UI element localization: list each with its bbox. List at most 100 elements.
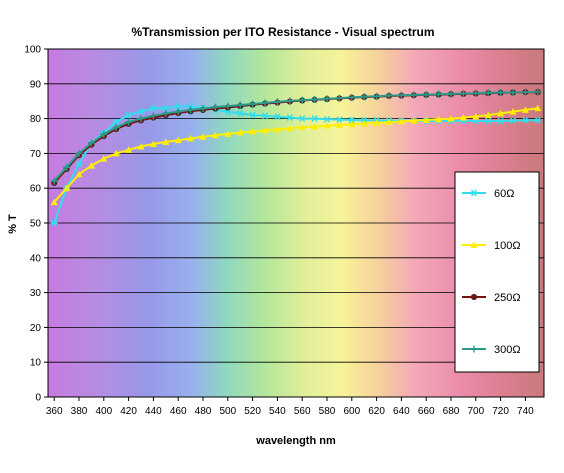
- data-point: [63, 163, 71, 171]
- x-tick-label: 360: [46, 406, 63, 417]
- y-tick-label: 60: [30, 184, 42, 195]
- data-point: [472, 113, 480, 120]
- data-point: [149, 140, 157, 148]
- data-point: [410, 91, 418, 99]
- data-point: [125, 146, 133, 153]
- legend-label: 300Ω: [494, 344, 521, 356]
- data-point: [470, 293, 478, 301]
- data-point: [236, 109, 244, 117]
- x-tick-label: 660: [418, 406, 435, 417]
- series-line: [53, 107, 538, 203]
- data-point: [360, 119, 368, 127]
- data-point: [459, 114, 467, 121]
- data-point: [273, 98, 281, 106]
- data-point: [497, 89, 505, 96]
- chart-title: %Transmission per ITO Resistance - Visua…: [131, 25, 434, 39]
- data-point: [360, 93, 368, 101]
- data-point: [137, 142, 145, 150]
- x-tick-label: 380: [71, 406, 88, 417]
- data-point: [50, 198, 58, 206]
- data-point: [484, 117, 492, 125]
- data-point: [63, 184, 71, 192]
- legend-item: 100Ω: [462, 240, 521, 252]
- x-tick-label: 740: [517, 406, 534, 417]
- x-tick-label: 640: [393, 406, 410, 417]
- data-point: [484, 89, 492, 97]
- data-point: [348, 116, 356, 124]
- data-point: [509, 117, 517, 125]
- x-tick-label: 620: [368, 406, 385, 417]
- y-tick-label: 10: [30, 358, 42, 369]
- y-axis-ticks: 0 10 20 30 40 50 60 70 80 90 100: [24, 45, 48, 404]
- data-point: [435, 90, 443, 98]
- data-point: [261, 126, 269, 134]
- data-point: [174, 102, 182, 110]
- data-point: [137, 108, 145, 116]
- legend-item: 300Ω: [462, 344, 521, 356]
- series-layer: [50, 88, 542, 227]
- data-point: [224, 130, 232, 137]
- x-tick-label: 440: [145, 406, 162, 417]
- data-point: [373, 119, 381, 126]
- data-point: [162, 138, 170, 145]
- data-point: [261, 99, 269, 107]
- data-point: [137, 115, 145, 123]
- data-point: [521, 88, 529, 96]
- data-point: [75, 170, 83, 178]
- data-point: [298, 123, 306, 131]
- data-point: [311, 115, 319, 123]
- data-point: [149, 104, 157, 112]
- data-point: [373, 92, 381, 100]
- data-point: [348, 93, 356, 101]
- data-point: [534, 104, 542, 112]
- data-point: [174, 136, 182, 144]
- x-tick-label: 520: [244, 406, 261, 417]
- y-tick-label: 100: [24, 45, 41, 56]
- data-point: [149, 112, 157, 120]
- legend: 60Ω 100Ω 250Ω 300Ω: [454, 171, 540, 373]
- data-point: [249, 111, 257, 119]
- data-point: [509, 89, 517, 96]
- x-tick-label: 700: [467, 406, 484, 417]
- data-point: [199, 133, 207, 140]
- data-point: [87, 139, 95, 147]
- x-tick-label: 460: [170, 406, 187, 417]
- data-point: [162, 109, 170, 117]
- data-point: [410, 117, 418, 124]
- data-point: [422, 91, 430, 99]
- x-axis-title: wavelength nm: [255, 435, 336, 447]
- legend-label: 60Ω: [494, 188, 514, 200]
- data-point: [100, 130, 108, 138]
- y-tick-label: 80: [30, 114, 42, 125]
- y-tick-label: 50: [30, 219, 42, 230]
- legend-label: 100Ω: [494, 240, 521, 252]
- data-point: [459, 90, 467, 98]
- data-point: [323, 95, 331, 103]
- data-point: [286, 124, 294, 132]
- x-tick-label: 580: [319, 406, 336, 417]
- data-point: [187, 106, 195, 114]
- data-point: [335, 94, 343, 102]
- data-point: [261, 112, 269, 120]
- y-axis-title: % T: [7, 214, 19, 234]
- data-point: [348, 120, 356, 128]
- data-point: [509, 108, 517, 115]
- y-tick-label: 70: [30, 149, 42, 160]
- y-tick-label: 40: [30, 253, 42, 264]
- x-tick-label: 680: [443, 406, 460, 417]
- y-tick-label: 0: [35, 393, 41, 404]
- data-point: [199, 105, 207, 113]
- data-point: [470, 241, 478, 248]
- data-point: [112, 149, 120, 157]
- data-point: [323, 122, 331, 129]
- data-point: [484, 111, 492, 119]
- x-tick-label: 500: [219, 406, 236, 417]
- data-point: [50, 219, 58, 227]
- data-point: [75, 160, 83, 168]
- data-point: [385, 118, 393, 126]
- data-point: [286, 97, 294, 105]
- data-point: [422, 116, 430, 123]
- data-point: [470, 345, 478, 353]
- data-point: [112, 118, 120, 126]
- series-line: [53, 90, 538, 182]
